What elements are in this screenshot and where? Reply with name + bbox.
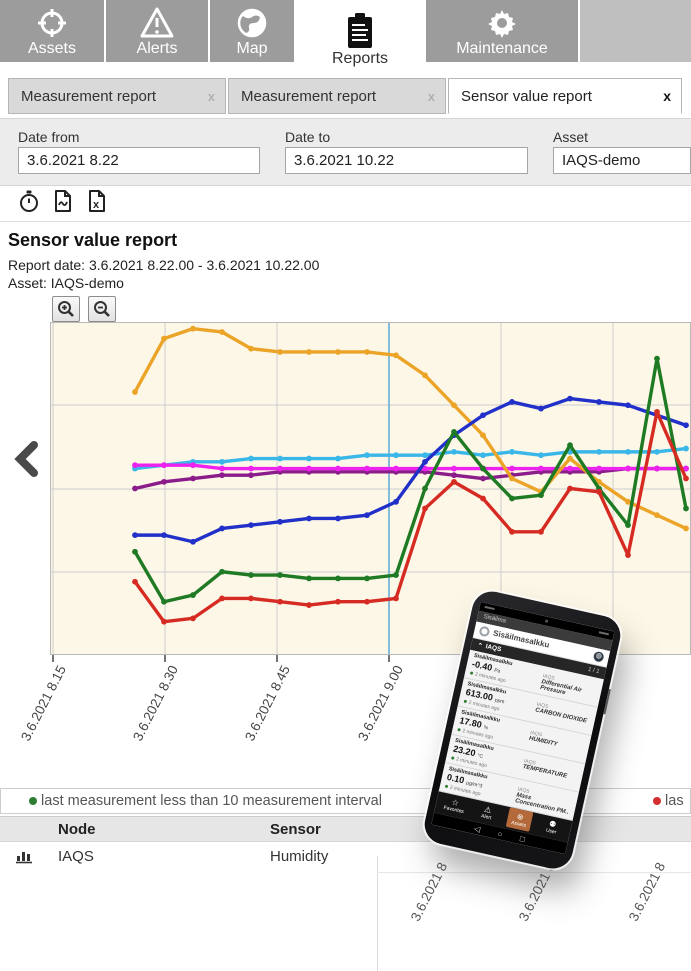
warning-icon xyxy=(139,6,175,40)
nav-label: Map xyxy=(236,40,268,57)
magnifier-plus-icon xyxy=(58,301,74,317)
nav-assets[interactable]: Assets xyxy=(0,0,104,62)
phone-sensor-cards: Sisäilmasalkku -0.40 Pa 2 minutes ago IA… xyxy=(438,649,604,822)
tab-label: Measurement report xyxy=(241,87,377,105)
close-icon[interactable]: x xyxy=(207,88,215,104)
table-row[interactable]: IAQS Humidity xyxy=(0,842,691,870)
divider xyxy=(0,221,691,222)
phone-nav-alert: ⚠ Alert xyxy=(473,801,501,825)
report-toolbar: x xyxy=(16,188,110,214)
excel-export-icon[interactable]: x xyxy=(84,188,110,214)
zoom-in-button[interactable] xyxy=(52,296,80,322)
target-icon xyxy=(35,6,69,40)
nav-label: Maintenance xyxy=(456,40,548,57)
nav-alerts[interactable]: Alerts xyxy=(106,0,208,62)
date-from-label: Date from xyxy=(18,129,80,145)
bar-chart-icon[interactable] xyxy=(0,848,48,864)
red-dot-icon xyxy=(653,797,661,806)
pager-label: 1 / 1 xyxy=(587,666,600,676)
tab-label: Sensor value report xyxy=(461,87,592,105)
globe-icon xyxy=(235,6,269,40)
scroll-left-chevron-icon[interactable] xyxy=(12,441,40,477)
zoom-out-button[interactable] xyxy=(88,296,116,322)
nav-filler xyxy=(580,0,691,62)
date-from-input[interactable] xyxy=(18,147,260,174)
svg-text:x: x xyxy=(93,199,100,211)
stopwatch-icon[interactable] xyxy=(16,188,42,214)
green-dot-icon xyxy=(29,797,37,806)
page-title: Sensor value report xyxy=(8,230,178,250)
sensor-chart[interactable] xyxy=(50,322,691,663)
phone-side-button xyxy=(603,688,611,715)
close-icon[interactable]: x xyxy=(427,88,435,104)
asset-label: Asset xyxy=(553,129,589,145)
tab-measurement-report-2[interactable]: Measurement report x xyxy=(228,78,446,114)
sensor-table: Node Sensor IAQS Humidity xyxy=(0,816,691,870)
tab-sensor-value-report[interactable]: Sensor value report x xyxy=(448,78,682,114)
tab-measurement-report-1[interactable]: Measurement report x xyxy=(8,78,226,114)
chevron-up-icon: ⌃ xyxy=(476,642,484,651)
node-column-header: Node xyxy=(58,820,96,838)
sensor-cell: Humidity xyxy=(270,847,329,865)
magnifier-minus-icon xyxy=(94,301,110,317)
chart-legend: last measurement less than 10 measuremen… xyxy=(0,788,691,814)
report-tabstrip: Measurement report x Measurement report … xyxy=(0,78,691,115)
tab-label: Measurement report xyxy=(21,87,157,105)
mini-chart-axis xyxy=(377,872,691,873)
app-logo-icon xyxy=(478,625,491,638)
nav-maintenance[interactable]: Maintenance xyxy=(426,0,578,62)
legend-item-red: las xyxy=(653,793,684,809)
pdf-export-icon[interactable] xyxy=(50,188,76,214)
gear-icon xyxy=(485,6,519,40)
phone-nav-assets: ⊗ Assets xyxy=(505,807,534,833)
globe-icon: ◍ xyxy=(592,650,605,663)
table-header-row: Node Sensor xyxy=(0,816,691,842)
nav-label: Alerts xyxy=(136,40,178,57)
legend-item-green: last measurement less than 10 measuremen… xyxy=(29,793,382,809)
date-to-input[interactable] xyxy=(285,147,528,174)
close-icon[interactable]: x xyxy=(663,88,671,104)
clipboard-icon xyxy=(345,12,375,50)
node-cell: IAQS xyxy=(58,847,94,865)
nav-map[interactable]: Map xyxy=(210,0,294,62)
back-icon: ◁ xyxy=(473,823,482,834)
phone-nav-favorites: ☆ Favorites xyxy=(441,794,469,818)
phone-nav-user: ⚉ User xyxy=(538,816,566,840)
nav-label: Reports xyxy=(331,50,389,67)
top-navigation: Assets Alerts Map Reports Maintenance xyxy=(0,0,691,72)
asset-select[interactable] xyxy=(553,147,691,174)
report-date-line: Report date: 3.6.2021 8.22.00 - 3.6.2021… xyxy=(8,257,320,273)
section-label: IAQS xyxy=(484,643,502,654)
home-icon: ○ xyxy=(496,828,504,839)
date-to-label: Date to xyxy=(285,129,331,145)
recents-icon: □ xyxy=(519,833,526,844)
report-asset-line: Asset: IAQS-demo xyxy=(8,275,124,291)
nav-label: Assets xyxy=(27,40,76,57)
sensor-column-header: Sensor xyxy=(270,820,321,838)
filter-bar: Date from Date to Asset xyxy=(0,118,691,186)
nav-reports[interactable]: Reports xyxy=(296,0,424,72)
mini-chart-axis xyxy=(377,856,378,971)
